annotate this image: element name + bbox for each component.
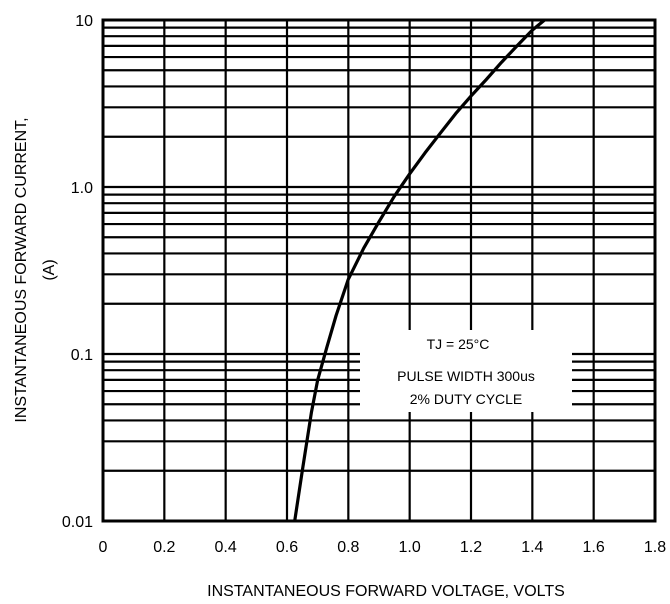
y-tick-label: 1.0 [71, 180, 93, 197]
annotation-duty-cycle: 2% DUTY CYCLE [410, 391, 523, 407]
annotation-pulse-width: PULSE WIDTH 300us [397, 368, 535, 384]
annotation-box: TJ = 25°C PULSE WIDTH 300us 2% DUTY CYCL… [360, 330, 572, 412]
y-axis-title-line1: INSTANTANEOUS FORWARD CURRENT, [13, 117, 30, 422]
forward-current-curve [293, 18, 546, 522]
grid [101, 18, 657, 523]
x-tick-label: 0.6 [276, 539, 298, 556]
annotation-temperature: TJ = 25°C [427, 336, 490, 352]
x-tick-label: 1.6 [583, 539, 605, 556]
x-tick-label: 0.4 [215, 539, 237, 556]
y-axis-title-line2: (A) [41, 259, 58, 280]
y-tick-label: 10 [75, 13, 93, 30]
x-tick-label: 1.2 [460, 539, 482, 556]
y-tick-label: 0.01 [62, 514, 93, 531]
series-group [293, 18, 546, 522]
plot-frame [101, 18, 657, 523]
x-tick-label: 1.0 [399, 539, 421, 556]
x-tick-label: 1.4 [521, 539, 543, 556]
tick-labels: 0 0.2 0.4 0.6 0.8 1.0 1.2 1.4 1.6 1.8 0.01 0.1 1.0 10 [62, 13, 666, 556]
x-tick-label: 1.8 [644, 539, 666, 556]
x-axis-title: INSTANTANEOUS FORWARD VOLTAGE, VOLTS [207, 583, 565, 600]
x-tick-label: 0.2 [153, 539, 175, 556]
y-tick-label: 0.1 [71, 347, 93, 364]
annotation-background [360, 330, 572, 412]
x-tick-label: 0.8 [337, 539, 359, 556]
x-tick-label: 0 [99, 539, 108, 556]
